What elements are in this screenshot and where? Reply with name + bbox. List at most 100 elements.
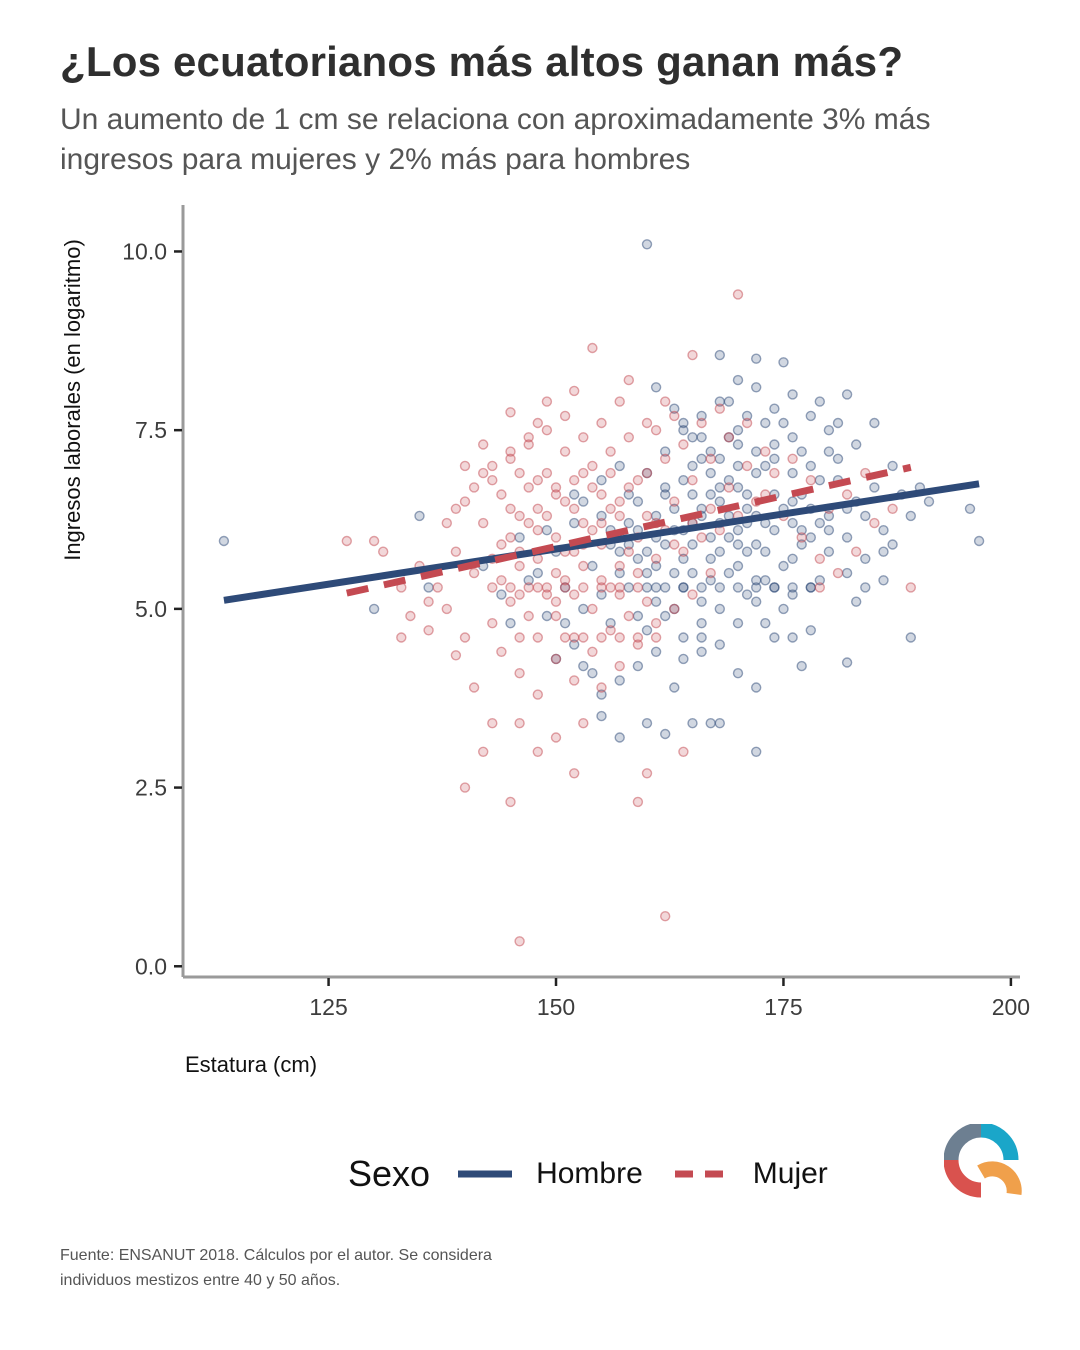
point-mujer [478, 746, 489, 757]
y-tick-label: 5.0 [135, 596, 167, 622]
point-mujer [614, 396, 625, 407]
point-hombre [614, 567, 625, 579]
point-hombre [814, 517, 825, 529]
point-hombre [678, 653, 689, 665]
point-mujer [514, 632, 525, 643]
point-mujer [541, 589, 553, 600]
point-mujer [650, 553, 662, 564]
point-hombre [769, 582, 780, 593]
point-hombre [687, 460, 698, 472]
point-hombre [614, 732, 625, 743]
point-hombre [805, 410, 816, 422]
point-mujer [669, 496, 680, 507]
fit-lines-layer [223, 463, 980, 604]
point-mujer [459, 632, 471, 643]
point-hombre [632, 553, 644, 564]
point-mujer [550, 489, 562, 500]
point-hombre [732, 582, 744, 593]
point-mujer [523, 517, 534, 529]
point-hombre [714, 482, 725, 493]
point-hombre [769, 632, 780, 643]
point-mujer [559, 496, 571, 507]
point-mujer [705, 503, 716, 514]
point-mujer [468, 682, 480, 693]
point-hombre [623, 489, 634, 500]
point-hombre [760, 546, 771, 557]
point-hombre [732, 482, 744, 493]
point-mujer [569, 768, 580, 779]
point-hombre [841, 657, 853, 668]
point-hombre [641, 625, 653, 636]
point-mujer [569, 503, 580, 514]
point-mujer [669, 410, 680, 422]
point-hombre [218, 535, 230, 547]
point-mujer [532, 632, 543, 643]
point-hombre [732, 460, 744, 472]
point-mujer [596, 682, 607, 693]
point-hombre [714, 496, 725, 507]
point-hombre [687, 718, 698, 729]
point-hombre [841, 389, 853, 400]
point-hombre [814, 475, 825, 486]
point-mujer [623, 432, 634, 443]
point-mujer [741, 460, 753, 472]
point-hombre [705, 446, 716, 457]
y-tick-label: 2.5 [135, 775, 167, 801]
source-line-2: individuos mestizos entre 40 y 50 años. [60, 1272, 341, 1289]
point-mujer [660, 911, 671, 922]
point-mujer [632, 632, 644, 643]
point-hombre [723, 567, 735, 579]
point-hombre [678, 425, 689, 436]
point-hombre [714, 453, 725, 464]
point-mujer [687, 349, 698, 361]
point-mujer [641, 510, 653, 522]
point-hombre [687, 432, 698, 443]
point-mujer [650, 632, 662, 643]
point-hombre [887, 460, 898, 472]
point-hombre [751, 382, 762, 393]
point-hombre [496, 589, 507, 600]
point-mujer [505, 796, 516, 808]
point-mujer [523, 439, 534, 450]
point-mujer [487, 460, 498, 472]
point-mujer [632, 475, 644, 486]
point-mujer [614, 589, 625, 600]
point-hombre [669, 682, 680, 693]
point-hombre [687, 489, 698, 500]
point-hombre [751, 575, 762, 586]
point-mujer [541, 467, 553, 479]
source-note: Fuente: ENSANUT 2018. Cálculos por el au… [60, 1243, 492, 1293]
point-mujer [632, 582, 644, 593]
point-mujer [641, 467, 653, 479]
point-mujer [596, 489, 607, 500]
point-mujer [650, 425, 662, 436]
point-mujer [541, 510, 553, 522]
point-mujer [641, 596, 653, 607]
point-mujer [550, 610, 562, 622]
point-mujer [760, 446, 771, 457]
point-mujer [660, 453, 671, 464]
point-mujer [732, 289, 744, 300]
point-hombre [705, 718, 716, 729]
point-mujer [678, 746, 689, 757]
point-hombre [505, 618, 516, 629]
x-tick-label: 150 [537, 994, 575, 1020]
x-tick-label: 175 [764, 994, 802, 1020]
point-hombre [541, 610, 553, 622]
point-mujer [487, 582, 498, 593]
point-mujer [559, 446, 571, 457]
point-hombre [769, 453, 780, 464]
point-hombre [660, 610, 671, 622]
point-hombre [696, 453, 707, 464]
point-mujer [505, 532, 516, 543]
point-mujer [596, 417, 607, 429]
point-hombre [787, 432, 798, 443]
point-hombre [678, 417, 689, 429]
point-hombre [641, 582, 653, 593]
point-hombre [823, 510, 835, 522]
point-mujer [587, 460, 598, 472]
point-hombre [751, 582, 762, 593]
point-hombre [641, 239, 653, 250]
point-hombre [587, 668, 598, 679]
point-mujer [559, 575, 571, 586]
